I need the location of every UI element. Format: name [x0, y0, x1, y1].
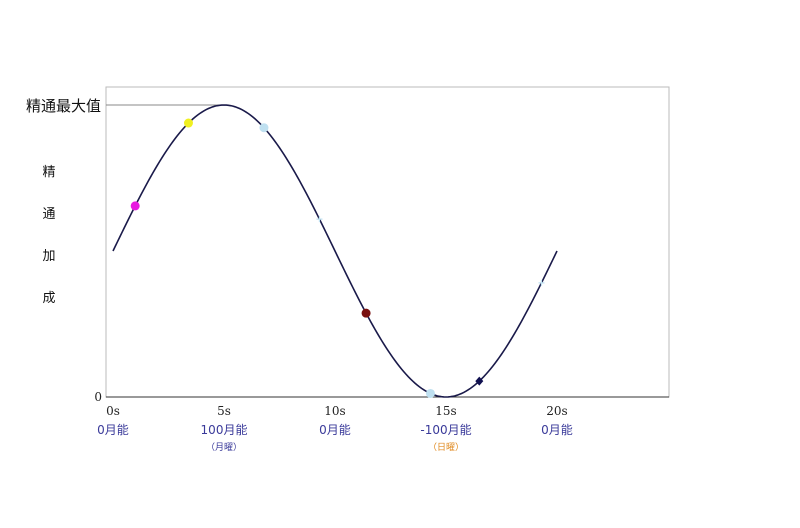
x-tick-note-3: （日曜） [428, 442, 464, 453]
x-tick-label-1: 5s [217, 404, 231, 418]
y-label-char: 成 [42, 291, 55, 306]
y-axis-label: 精通加成 [42, 165, 55, 306]
x-tick-label-2: 10s [324, 404, 345, 418]
max-value-label: 精通最大值 [26, 97, 101, 115]
x-tick-labels: 0s 0月能 5s 100月能 （月曜） 10s 0月能 15s -100月能 （日曜） 20s 0月… [97, 404, 573, 453]
x-tick-label-0: 0s [106, 404, 120, 418]
curve-marker-4 [475, 376, 484, 386]
x-tick-sublabel-0: 0月能 [97, 423, 129, 437]
curve-marker-5 [259, 123, 269, 133]
curve-marker-6 [425, 388, 435, 398]
x-tick-label-4: 20s [546, 404, 567, 418]
x-tick-sublabel-2: 0月能 [319, 423, 351, 437]
curve-marker-2 [183, 118, 193, 128]
y-label-char: 通 [42, 207, 55, 222]
y-label-char: 精 [42, 165, 55, 180]
sine-curve-line [112, 104, 558, 398]
curve-marker-3 [361, 308, 371, 318]
marker-group [130, 118, 545, 398]
x-tick-label-3: 15s [435, 404, 456, 418]
y-zero-label: 0 [94, 390, 102, 404]
curve-marker-1 [130, 201, 140, 211]
x-tick-sublabel-4: 0月能 [541, 423, 573, 437]
x-tick-sublabel-3: -100月能 [420, 423, 471, 437]
curve-marker-8 [538, 279, 545, 286]
y-label-char: 加 [42, 249, 55, 264]
curve-marker-7 [316, 216, 323, 223]
x-tick-note-1: （月曜） [206, 442, 242, 453]
x-tick-sublabel-1: 100月能 [201, 423, 248, 437]
